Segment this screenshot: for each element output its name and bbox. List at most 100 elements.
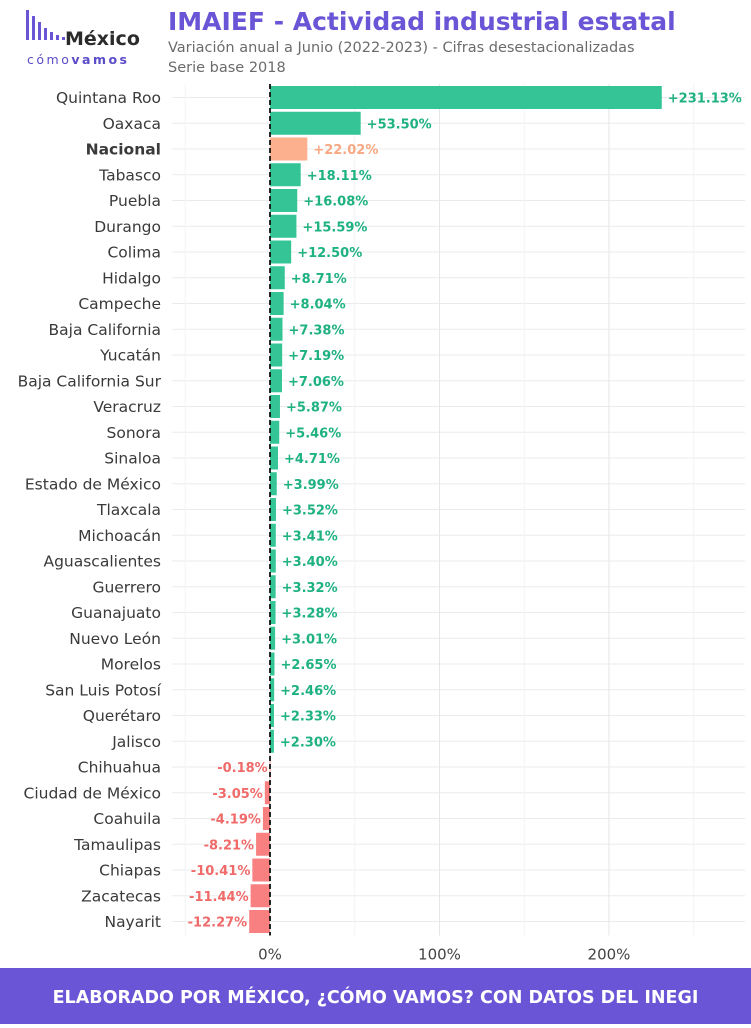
mexico-como-vamos-logo: México cómovamos xyxy=(24,6,159,67)
bar xyxy=(262,807,270,830)
category-label: Tabasco xyxy=(98,166,161,184)
logo-bars-icon xyxy=(26,10,65,40)
category-label: Coahuila xyxy=(93,810,161,828)
data-label: -4.19% xyxy=(210,813,261,828)
data-label: +4.71% xyxy=(284,452,340,467)
logo-tagline: cómovamos xyxy=(27,52,130,67)
chart-title: IMAIEF - Actividad industrial estatal xyxy=(168,7,676,36)
category-label: Veracruz xyxy=(93,398,161,416)
bar xyxy=(270,472,277,496)
category-label: Nuevo León xyxy=(69,630,161,648)
bar xyxy=(270,549,276,573)
category-label: Nayarit xyxy=(104,913,161,931)
data-label: +2.65% xyxy=(280,658,336,673)
bar-chart: Quintana Roo +231.13% Oaxaca +53.50% Naciona… xyxy=(18,84,745,964)
bar xyxy=(250,884,270,908)
bar xyxy=(270,137,308,161)
data-label: -0.18% xyxy=(217,761,268,776)
category-label: Puebla xyxy=(109,192,161,210)
data-label: +53.50% xyxy=(367,117,432,132)
bar xyxy=(270,292,284,315)
bar xyxy=(270,652,275,676)
data-label: +7.06% xyxy=(288,375,344,390)
category-label: Aguascalientes xyxy=(43,553,161,571)
category-label: Sonora xyxy=(107,424,162,442)
bar xyxy=(270,369,282,393)
bar xyxy=(270,626,276,650)
data-label: +2.30% xyxy=(280,735,336,750)
category-label: Zacatecas xyxy=(81,887,161,905)
bar xyxy=(270,317,283,341)
category-label: Nacional xyxy=(86,141,161,159)
category-label: Oaxaca xyxy=(103,115,161,133)
data-label: +15.59% xyxy=(302,220,367,235)
category-label: Hidalgo xyxy=(102,269,161,287)
data-label: +5.46% xyxy=(285,426,341,441)
data-label: +231.13% xyxy=(668,92,742,107)
data-label: +8.04% xyxy=(290,298,346,313)
category-label: Baja California xyxy=(49,321,161,339)
data-label: +7.19% xyxy=(288,349,344,364)
category-label: Estado de México xyxy=(25,475,161,493)
category-label: Guerrero xyxy=(92,578,161,596)
category-label: Yucatán xyxy=(99,347,161,365)
bar xyxy=(270,86,662,109)
data-label: -11.44% xyxy=(189,890,249,905)
category-label: Baja California Sur xyxy=(18,372,162,390)
bar xyxy=(270,601,276,624)
category-label: San Luis Potosí xyxy=(45,681,161,699)
bar xyxy=(270,343,283,367)
category-label: Sinaloa xyxy=(104,450,161,468)
bar xyxy=(270,420,280,444)
category-label: Colima xyxy=(107,244,161,262)
category-label: Tlaxcala xyxy=(96,501,161,519)
bar xyxy=(270,111,361,135)
data-label: -3.05% xyxy=(212,787,263,802)
data-label: +3.40% xyxy=(282,555,338,570)
bar xyxy=(270,523,276,547)
bar xyxy=(270,704,274,727)
category-label: Morelos xyxy=(101,656,161,674)
bar xyxy=(252,858,270,882)
bar xyxy=(270,446,278,470)
data-label: -8.21% xyxy=(204,838,255,853)
bar xyxy=(270,189,298,212)
bar xyxy=(270,729,274,753)
footer-credit: ELABORADO POR MÉXICO, ¿CÓMO VAMOS? CON D… xyxy=(0,968,751,1024)
category-label: Chihuahua xyxy=(78,759,161,777)
data-label: +7.38% xyxy=(289,323,345,338)
bar xyxy=(270,214,297,238)
data-label: +2.46% xyxy=(280,684,336,699)
data-label: +3.41% xyxy=(282,529,338,544)
data-label: +18.11% xyxy=(307,169,372,184)
category-label: Jalisco xyxy=(111,733,161,751)
category-label: Durango xyxy=(94,218,161,236)
data-label: +16.08% xyxy=(303,195,368,210)
bar xyxy=(270,266,285,290)
data-label: +3.32% xyxy=(282,581,338,596)
category-label: Guanajuato xyxy=(71,604,161,622)
category-label: Chiapas xyxy=(99,862,161,880)
bar xyxy=(270,240,292,264)
data-label: +3.99% xyxy=(283,478,339,493)
category-label: Campeche xyxy=(78,295,161,313)
data-label: -10.41% xyxy=(191,864,251,879)
bar xyxy=(270,395,280,418)
bar xyxy=(270,575,276,599)
bar xyxy=(270,678,275,702)
bar xyxy=(270,498,276,521)
data-label: +3.28% xyxy=(282,607,338,622)
data-label: +8.71% xyxy=(291,272,347,287)
category-label: Tamaulipas xyxy=(73,836,161,854)
data-label: +5.87% xyxy=(286,401,342,416)
data-label: +3.52% xyxy=(282,504,338,519)
data-label: +22.02% xyxy=(313,143,378,158)
category-label: Quintana Roo xyxy=(56,89,161,107)
category-label: Querétaro xyxy=(83,707,161,725)
category-label: Michoacán xyxy=(78,527,161,545)
logo-wordmark: México xyxy=(65,28,140,50)
chart-subtitle-base: Serie base 2018 xyxy=(168,60,286,76)
data-label: +3.01% xyxy=(281,632,337,647)
data-label: +12.50% xyxy=(297,246,362,261)
bar xyxy=(256,832,270,856)
